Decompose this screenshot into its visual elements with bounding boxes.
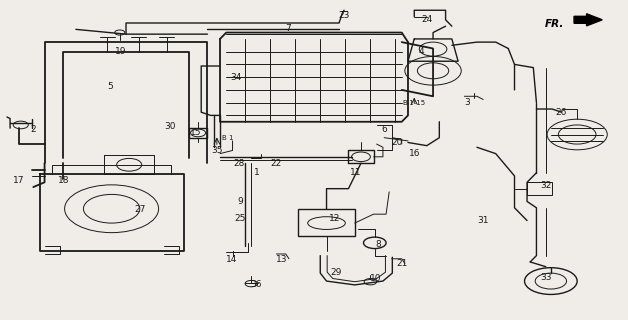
Text: FR.: FR. — [545, 19, 565, 28]
Text: 26: 26 — [556, 108, 567, 117]
Text: B-1-15: B-1-15 — [403, 100, 426, 106]
Text: 23: 23 — [338, 12, 350, 20]
Text: 17: 17 — [13, 176, 24, 185]
Text: 32: 32 — [540, 181, 551, 190]
Text: 7: 7 — [285, 24, 291, 33]
Text: 3: 3 — [465, 98, 470, 107]
Text: 14: 14 — [225, 255, 237, 264]
Text: 35: 35 — [211, 146, 222, 155]
Text: 8: 8 — [375, 240, 381, 249]
Text: 20: 20 — [391, 138, 403, 147]
Text: 2: 2 — [31, 125, 36, 134]
Text: 9: 9 — [237, 197, 243, 206]
Text: 11: 11 — [350, 168, 362, 177]
Text: 6: 6 — [381, 125, 387, 134]
Text: 29: 29 — [330, 268, 342, 277]
Text: 24: 24 — [421, 15, 433, 24]
Text: 22: 22 — [271, 159, 282, 168]
Bar — [298, 209, 355, 236]
Text: 30: 30 — [164, 122, 176, 131]
Bar — [527, 182, 552, 195]
Text: 21: 21 — [396, 259, 408, 268]
Text: 10: 10 — [370, 274, 381, 283]
Text: 5: 5 — [107, 82, 113, 91]
Text: 28: 28 — [233, 159, 244, 168]
Text: 18: 18 — [58, 176, 69, 185]
Text: 12: 12 — [329, 214, 340, 223]
Text: 4: 4 — [419, 47, 425, 56]
Text: 25: 25 — [234, 214, 246, 223]
Text: 19: 19 — [116, 47, 127, 56]
Text: 13: 13 — [276, 255, 287, 264]
Text: 27: 27 — [134, 205, 146, 214]
Text: 36: 36 — [251, 280, 262, 289]
Text: 15: 15 — [190, 128, 202, 137]
Text: B 1: B 1 — [222, 135, 233, 141]
FancyArrow shape — [574, 14, 602, 26]
Text: 16: 16 — [408, 149, 420, 158]
Text: 1: 1 — [254, 168, 259, 177]
Text: 33: 33 — [540, 273, 551, 282]
Text: 34: 34 — [230, 73, 241, 82]
Text: 31: 31 — [477, 216, 489, 225]
